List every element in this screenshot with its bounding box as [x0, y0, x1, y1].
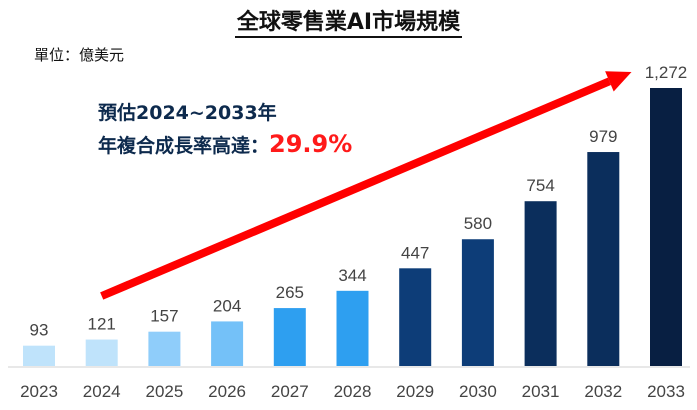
- x-tick-2026: 2026: [208, 382, 246, 401]
- data-label-2025: 157: [150, 307, 178, 326]
- unit-label: 單位：億美元: [34, 46, 125, 64]
- x-tick-2023: 2023: [20, 382, 58, 401]
- data-label-2028: 344: [338, 266, 366, 285]
- bar-2025: [148, 331, 181, 366]
- cagr-line2: 年複合成長率高達：29.9%: [98, 129, 352, 162]
- bar-2029: [399, 268, 432, 366]
- bar-2024: [85, 339, 118, 366]
- x-tick-2030: 2030: [459, 382, 497, 401]
- cagr-line1: 預估2024~2033年: [98, 102, 277, 124]
- trend-arrow-shaft: [100, 77, 611, 300]
- data-label-2026: 204: [213, 296, 241, 315]
- bar-2027: [273, 308, 306, 366]
- data-label-2029: 447: [401, 243, 429, 262]
- data-label-2031: 754: [526, 176, 554, 195]
- data-label-2032: 979: [589, 127, 617, 146]
- x-tick-2029: 2029: [396, 382, 434, 401]
- cagr-label: 年複合成長率高達：: [98, 135, 270, 157]
- cagr-rate: 29.9%: [269, 130, 353, 158]
- x-tick-2032: 2032: [584, 382, 622, 401]
- x-tick-2031: 2031: [522, 382, 560, 401]
- data-label-2027: 265: [276, 283, 304, 302]
- x-tick-2033: 2033: [647, 382, 685, 401]
- data-label-2033: 1,272: [645, 63, 688, 82]
- data-label-2030: 580: [464, 214, 492, 233]
- x-tick-2027: 2027: [271, 382, 309, 401]
- data-label-2024: 121: [88, 315, 116, 334]
- bar-2031: [524, 201, 557, 366]
- x-tick-2024: 2024: [83, 382, 121, 401]
- bar-2028: [336, 290, 369, 366]
- bar-2032: [587, 152, 620, 366]
- x-tick-2025: 2025: [145, 382, 183, 401]
- chart-title: 全球零售業AI市場規模: [0, 4, 697, 38]
- bar-2023: [23, 345, 55, 366]
- cagr-annotation: 預估2024~2033年 年複合成長率高達：29.9%: [98, 98, 352, 162]
- trend-arrow-head: [605, 71, 632, 92]
- bar-2033: [650, 88, 682, 366]
- data-label-2023: 93: [30, 321, 49, 340]
- x-tick-2028: 2028: [334, 382, 372, 401]
- bar-2026: [211, 321, 244, 366]
- bar-2030: [461, 239, 494, 366]
